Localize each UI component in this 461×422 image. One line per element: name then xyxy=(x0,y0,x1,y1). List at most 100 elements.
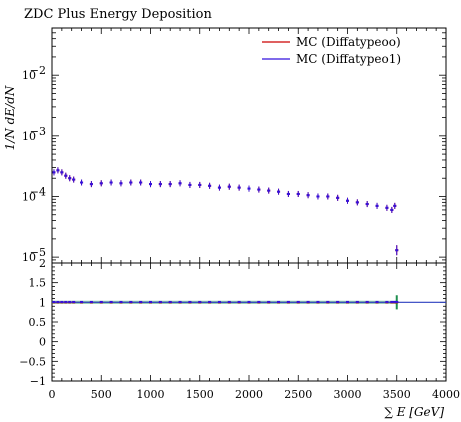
ratio-point xyxy=(168,300,172,303)
data-point xyxy=(237,186,241,189)
ratio-point xyxy=(139,300,143,303)
y-tick-label: 10 xyxy=(22,190,36,203)
x-tick-label: 0 xyxy=(49,388,56,401)
data-point xyxy=(326,195,330,198)
data-point xyxy=(208,184,212,187)
ratio-point xyxy=(385,300,389,303)
ratio-point xyxy=(158,300,162,303)
data-point xyxy=(393,204,397,207)
ratio-point xyxy=(68,300,72,303)
ratio-point xyxy=(296,300,300,303)
ratio-point xyxy=(89,300,93,303)
data-point xyxy=(168,183,172,186)
legend-label: MC (Diffatypeoo) xyxy=(296,35,401,49)
data-point xyxy=(390,208,394,211)
x-tick-label: 3500 xyxy=(383,388,411,401)
data-point xyxy=(247,187,251,190)
ratio-point xyxy=(109,300,113,303)
ratio-y-tick-label: −1 xyxy=(30,375,46,388)
ratio-point xyxy=(365,300,369,303)
data-point xyxy=(267,189,271,192)
data-point xyxy=(68,177,72,180)
data-point xyxy=(178,182,182,185)
y-tick-label: 10 xyxy=(22,130,36,143)
data-point xyxy=(89,183,93,186)
ratio-point xyxy=(336,300,340,303)
data-point xyxy=(296,192,300,195)
ratio-point xyxy=(208,300,212,303)
ratio-point xyxy=(227,300,231,303)
ratio-point xyxy=(217,300,221,303)
ratio-point xyxy=(316,300,320,303)
data-point xyxy=(80,181,84,184)
ratio-point xyxy=(393,300,397,303)
y-tick-exponent: −4 xyxy=(30,185,46,198)
ratio-point xyxy=(247,300,251,303)
ratio-point xyxy=(149,300,152,303)
ratio-point xyxy=(99,300,103,303)
ratio-point xyxy=(395,300,399,303)
x-tick-label: 1500 xyxy=(186,388,214,401)
ratio-y-tick-label: −0.5 xyxy=(19,355,46,368)
data-point xyxy=(375,204,379,207)
ratio-point xyxy=(277,300,281,303)
data-point xyxy=(60,171,64,174)
y-axis-title: 1/N dE/dN xyxy=(3,85,17,150)
data-point xyxy=(277,190,281,193)
ratio-point xyxy=(188,300,192,303)
data-point xyxy=(188,183,192,186)
ratio-point xyxy=(390,300,394,303)
y-tick-exponent: −3 xyxy=(30,125,46,138)
y-tick-exponent: −2 xyxy=(30,64,46,77)
data-point xyxy=(355,201,359,204)
ratio-point xyxy=(52,300,56,303)
x-tick-label: 3000 xyxy=(334,388,362,401)
ratio-point xyxy=(119,300,123,303)
data-point xyxy=(64,174,68,177)
data-point xyxy=(227,185,231,188)
data-point xyxy=(158,183,162,186)
ratio-point xyxy=(198,300,202,303)
ratio-point xyxy=(56,300,60,303)
ratio-point xyxy=(178,300,182,303)
x-tick-label: 1000 xyxy=(137,388,165,401)
data-point xyxy=(52,171,56,174)
ratio-point xyxy=(267,300,271,303)
data-point xyxy=(316,195,320,198)
ratio-point xyxy=(60,300,64,303)
data-point xyxy=(385,206,389,209)
x-tick-label: 4000 xyxy=(432,388,460,401)
data-point xyxy=(129,181,133,184)
ratio-point xyxy=(326,300,330,303)
y-tick-label: 10 xyxy=(22,69,36,82)
ratio-y-tick-label: 0 xyxy=(39,336,46,349)
x-tick-label: 500 xyxy=(91,388,112,401)
legend: MC (Diffatypeoo) MC (Diffatypeo1) xyxy=(262,35,401,66)
data-point xyxy=(119,182,123,185)
data-point xyxy=(56,169,60,172)
x-tick-label: 2500 xyxy=(284,388,312,401)
ratio-y-tick-label: 0.5 xyxy=(29,316,47,329)
ratio-point xyxy=(286,300,290,303)
ratio-point xyxy=(375,300,379,303)
data-point xyxy=(365,203,369,206)
ratio-y-tick-label: 1 xyxy=(39,296,46,309)
ratio-point xyxy=(72,300,76,303)
data-point xyxy=(257,188,261,191)
legend-label: MC (Diffatypeo1) xyxy=(296,52,401,66)
ratio-point xyxy=(346,300,349,303)
ratio-point xyxy=(355,300,359,303)
ratio-y-tick-label: 2 xyxy=(39,257,46,270)
ratio-point xyxy=(64,300,68,303)
ratio-point xyxy=(237,300,241,303)
x-axis-title: ∑ E [GeV] xyxy=(384,405,444,419)
ratio-panel: 0 500 1000 1500 2000 2500 3000 3500 4000 −1 −0.5 0 0… xyxy=(19,257,460,401)
ratio-y-tick-label: 1.5 xyxy=(29,277,47,290)
y-tick-label: 10 xyxy=(22,251,36,264)
data-point xyxy=(139,181,143,184)
ratio-frame xyxy=(51,262,447,382)
data-point xyxy=(395,249,399,252)
data-point xyxy=(286,192,290,195)
data-point xyxy=(306,194,310,197)
data-point xyxy=(109,181,113,184)
